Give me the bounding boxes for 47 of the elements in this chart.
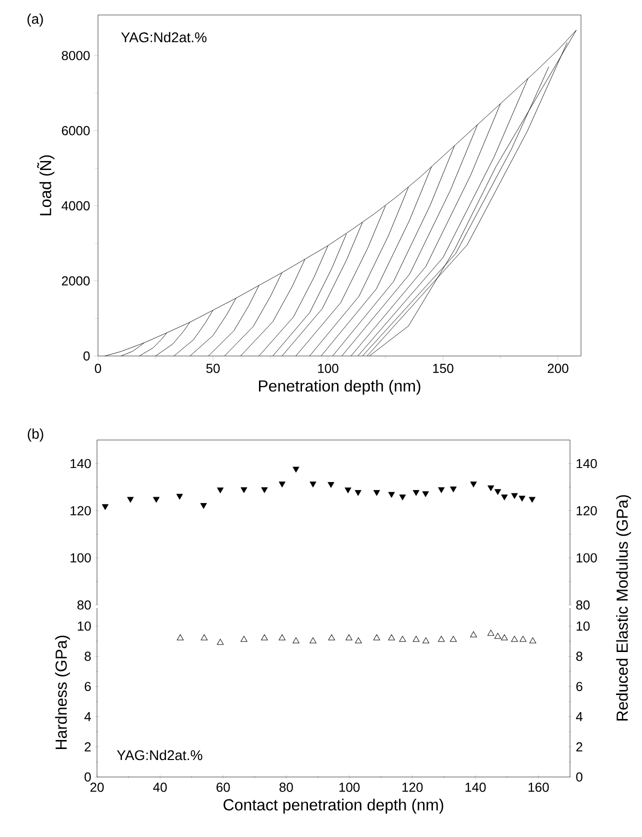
y-tick-label: 80 [77,600,91,610]
y-tick-label: 10 [78,622,91,631]
x-tick-label: 60 [216,782,230,792]
text: (b) [28,428,44,442]
y-tick-label: 6000 [62,126,90,136]
y2-tick-label: 2 [576,742,582,752]
x-axis-title: Contact penetration depth (nm) [224,798,444,814]
y-tick-label: 6 [84,682,91,692]
y-tick-label: 140 [70,458,91,468]
x-tick-label: 100 [339,782,360,792]
x-tick-label: 40 [153,782,167,792]
x-tick-label: 160 [528,782,549,792]
y2-tick-label: 10 [576,622,590,631]
y2-axis-title: Reduced Elastic Modulus (GPa) [616,495,632,721]
x-tick-label: 50 [206,364,220,373]
y-tick-label: 2000 [62,276,90,286]
y2-tick-label: 80 [576,600,590,610]
y-tick-label: 120 [70,506,91,516]
y2-tick-label: 4 [576,712,583,722]
y-tick-label: 0 [84,772,91,782]
y2-tick-label: 140 [576,458,597,468]
x-tick-label: 20 [90,782,104,792]
y2-tick-label: 6 [576,682,582,692]
y2-tick-label: 100 [576,553,597,562]
y-tick-label: 4000 [62,201,90,210]
y2-tick-label: 120 [576,506,597,516]
y2-tick-label: 8 [576,652,582,661]
y-axis-title: Hardness (GPa) [55,636,70,749]
y-tick-label: 8 [84,652,91,661]
y2-tick-label: 0 [576,772,582,782]
y-tick-label: 4 [84,712,91,722]
x-tick-label: 120 [402,782,423,792]
y-tick-label: 0 [83,351,90,361]
y-tick-label: 8000 [62,50,90,60]
x-tick-label: 200 [548,364,568,373]
x-tick-label: 0 [94,364,102,373]
x-tick-label: 150 [433,364,454,373]
x-tick-label: 100 [318,364,338,373]
annotation: YAG:Nd2at.% [116,750,202,760]
x-tick-label: 80 [280,782,293,792]
y-tick-label: 100 [70,553,91,562]
x-tick-label: 140 [466,782,486,792]
y-tick-label: 2 [84,742,91,752]
y-axis-title: Load (Ñ) [37,155,54,216]
annotation: YAG:Nd2at.% [121,32,206,42]
x-axis-title: Penetration depth (nm) [258,380,420,395]
text: (a) [28,14,43,27]
